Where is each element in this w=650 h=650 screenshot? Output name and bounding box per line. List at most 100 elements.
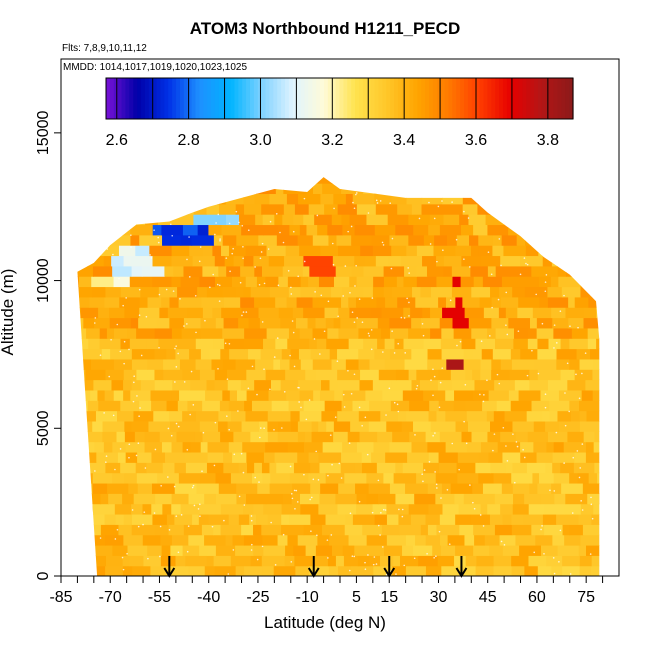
heatmap-cell — [376, 462, 396, 474]
heatmap-cell — [504, 410, 528, 422]
heatmap-cell — [223, 451, 233, 463]
y-tick-label: 0 — [35, 571, 52, 580]
sample-point — [349, 292, 351, 294]
heatmap-cell — [223, 296, 241, 308]
heatmap-cell — [375, 203, 398, 215]
heatmap-cell — [163, 358, 181, 370]
heatmap-cell — [169, 565, 190, 576]
heatmap-cell — [166, 348, 177, 360]
heatmap-cell — [300, 503, 319, 515]
heatmap-cell — [355, 296, 378, 308]
sample-point — [170, 434, 173, 437]
sample-point — [569, 325, 571, 328]
heatmap-cell — [514, 379, 531, 391]
heatmap-cell — [443, 265, 453, 277]
heatmap-cell — [77, 513, 88, 525]
heatmap-cell — [470, 265, 489, 277]
heatmap-cell — [77, 493, 88, 505]
colorbar-segment — [506, 78, 512, 119]
heatmap-cell — [580, 534, 600, 546]
heatmap-cell — [123, 379, 133, 391]
heatmap-cell — [105, 555, 124, 567]
heatmap-cell — [303, 307, 326, 319]
heatmap-cell — [180, 234, 193, 246]
heatmap-cell — [378, 369, 397, 381]
sample-point — [197, 508, 200, 510]
heatmap-cell — [539, 296, 549, 308]
heatmap-cell — [103, 441, 113, 453]
sample-point — [506, 333, 509, 336]
heatmap-cell — [518, 296, 541, 308]
heatmap-cell — [192, 255, 216, 267]
heatmap-cell — [290, 410, 301, 422]
sample-point — [540, 528, 542, 531]
heatmap-cell — [422, 307, 431, 319]
sample-point — [340, 477, 343, 479]
sample-point — [440, 497, 442, 499]
heatmap-cell — [532, 307, 552, 319]
sample-point — [195, 331, 197, 334]
heatmap-cell — [482, 276, 503, 288]
colorbar-segment — [421, 78, 426, 119]
heatmap-cell — [402, 462, 424, 474]
heatmap-cell — [261, 555, 286, 567]
heatmap-cell — [341, 400, 354, 412]
sample-point — [436, 487, 438, 489]
colorbar-segment — [393, 78, 399, 119]
heatmap-cell — [454, 389, 474, 401]
heatmap-cell — [356, 503, 374, 515]
heatmap-cell — [314, 214, 333, 226]
heatmap-cell — [487, 503, 501, 515]
heatmap-cell — [404, 358, 428, 370]
heatmap-cell — [107, 482, 129, 494]
sample-point — [263, 427, 265, 430]
heatmap-cell — [290, 420, 299, 432]
heatmap-cell — [594, 431, 600, 443]
colorbar-segment — [160, 78, 165, 119]
colorbar-segment — [444, 78, 450, 119]
sample-point — [275, 212, 278, 215]
heatmap-cell — [235, 544, 254, 556]
heatmap-cell — [161, 441, 173, 453]
sample-point — [177, 551, 180, 554]
heatmap-cell — [126, 214, 146, 226]
heatmap-cell — [499, 534, 517, 546]
sample-point — [112, 414, 115, 417]
sample-point — [261, 545, 264, 548]
heatmap-cell — [220, 503, 244, 515]
sample-point — [122, 568, 125, 571]
heatmap-cell — [430, 420, 446, 432]
heatmap-cell — [371, 451, 386, 463]
sample-point — [421, 473, 423, 475]
heatmap-cell — [416, 369, 440, 381]
sample-point — [300, 406, 302, 409]
heatmap-cell — [280, 379, 299, 391]
heatmap-cell — [159, 431, 178, 443]
sample-point — [326, 539, 329, 541]
sample-point — [135, 454, 138, 457]
heatmap-cell — [446, 234, 458, 246]
heatmap-cell — [227, 420, 243, 432]
heatmap-cell — [526, 462, 547, 474]
heatmap-cell — [428, 410, 438, 422]
sample-point — [123, 362, 125, 365]
heatmap-cell — [581, 389, 594, 401]
sample-point — [513, 481, 516, 484]
sample-point — [186, 258, 188, 261]
sample-point — [403, 317, 406, 319]
heatmap-cell — [320, 245, 339, 257]
sample-point — [353, 321, 356, 323]
heatmap-cell — [510, 400, 533, 412]
sample-point — [393, 352, 396, 354]
sample-point — [158, 346, 160, 349]
heatmap-cell — [311, 420, 319, 432]
sample-point — [180, 514, 183, 516]
heatmap-cell — [270, 472, 291, 484]
heatmap-cell — [445, 420, 457, 432]
colorbar-tick-label: 3.6 — [465, 132, 487, 149]
heatmap-cell — [320, 482, 339, 494]
sample-point — [439, 381, 442, 384]
heatmap-cell — [430, 327, 442, 339]
sample-point — [581, 443, 584, 445]
sample-point — [336, 360, 339, 363]
